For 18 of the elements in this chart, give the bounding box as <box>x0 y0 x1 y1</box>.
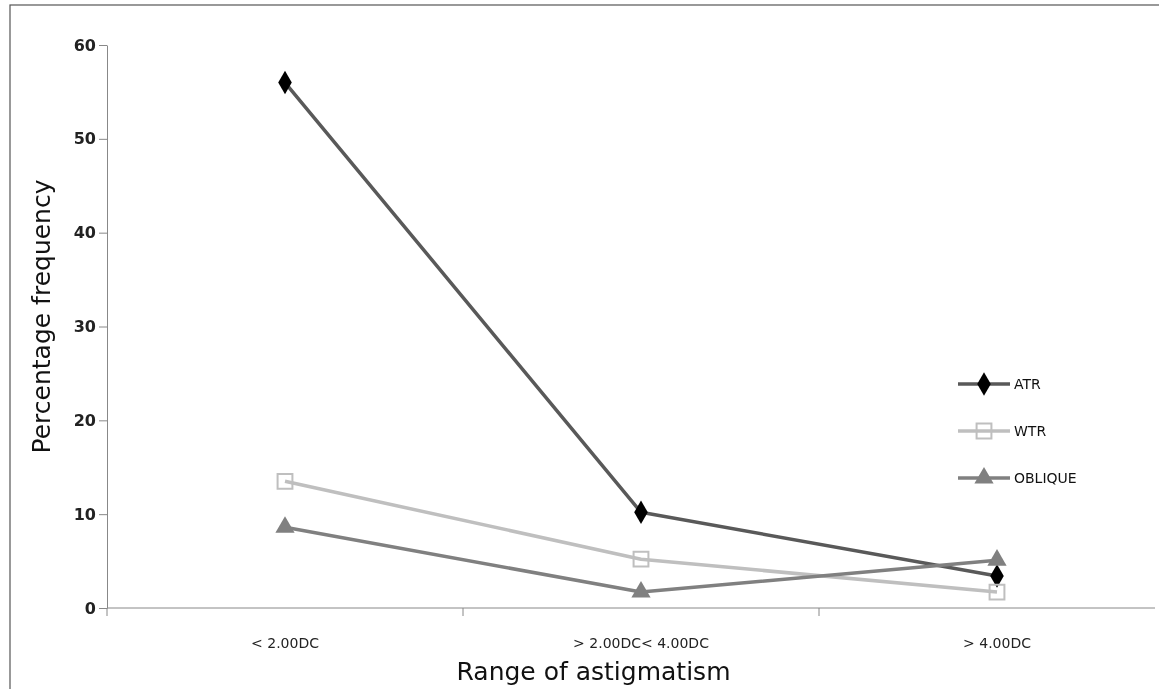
x-tick-label: < 2.00DC <box>251 634 320 651</box>
x-axis-title: Range of astigmatism <box>456 657 731 686</box>
y-axis-title: Percentage frequency <box>27 179 56 454</box>
y-tick-label: 10 <box>73 504 96 524</box>
y-tick-label: 30 <box>73 317 96 337</box>
y-tick-label: 0 <box>84 598 96 618</box>
point <box>632 550 650 568</box>
y-tick-label: 60 <box>73 35 96 55</box>
x-tick-label: > 2.00DC< 4.00DC <box>573 634 710 651</box>
y-tick-label: 20 <box>73 410 96 430</box>
y-tick-label: 40 <box>73 223 96 243</box>
x-tick-label: > 4.00DC <box>963 634 1032 651</box>
legend-label: OBLIQUE <box>1014 470 1077 486</box>
legend-label: ATR <box>1014 376 1042 392</box>
legend-label: WTR <box>1014 423 1047 439</box>
point <box>988 583 1006 601</box>
point <box>276 472 294 490</box>
y-tick-label: 50 <box>73 129 96 149</box>
